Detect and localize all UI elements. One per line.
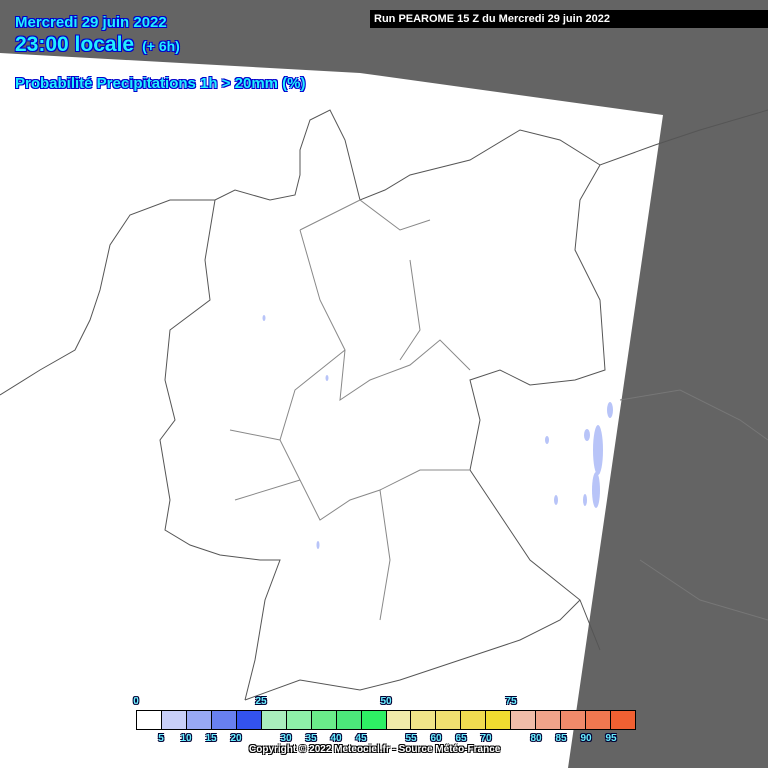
parameter-title: Probabilité Precipitations 1h > 20mm (%)	[15, 75, 306, 92]
forecast-date: Mercredi 29 juin 2022	[15, 14, 167, 31]
legend-swatch	[137, 711, 162, 729]
color-legend	[136, 710, 636, 730]
legend-swatch	[436, 711, 462, 729]
legend-minor-label: 40	[330, 733, 342, 744]
legend-major-label: 50	[380, 696, 392, 707]
legend-swatch	[611, 711, 636, 729]
legend-minor-label: 80	[530, 733, 542, 744]
legend-minor-label: 10	[180, 733, 192, 744]
model-domain	[0, 53, 663, 768]
legend-swatch	[461, 711, 487, 729]
border-outside-east	[619, 389, 768, 621]
legend-swatch	[186, 711, 212, 729]
legend-major-label: 75	[505, 696, 517, 707]
copyright: Copyright © 2022 Meteociel.fr - Source M…	[249, 744, 501, 755]
legend-minor-label: 85	[555, 733, 567, 744]
legend-minor-label: 95	[605, 733, 617, 744]
legend-swatch	[411, 711, 437, 729]
legend-minor-label: 20	[230, 733, 242, 744]
lead-time: (+ 6h)	[142, 38, 180, 54]
border-west	[159, 199, 281, 701]
legend-swatch	[586, 711, 612, 729]
coastline	[0, 109, 768, 396]
run-banner: Run PEAROME 15 Z du Mercredi 29 juin 202…	[370, 10, 768, 28]
legend-swatch	[536, 711, 562, 729]
precip-areas	[262, 315, 613, 549]
border-south	[244, 599, 581, 701]
local-time: 23:00 locale	[15, 33, 135, 56]
legend-minor-label: 90	[580, 733, 592, 744]
legend-swatch	[286, 711, 312, 729]
forecast-time: 23:00 locale (+ 6h)	[15, 33, 180, 57]
legend-major-label: 0	[133, 696, 139, 707]
legend-minor-label: 5	[158, 733, 164, 744]
legend-minor-label: 35	[305, 733, 317, 744]
legend-minor-label: 45	[355, 733, 367, 744]
legend-minor-label: 60	[430, 733, 442, 744]
legend-swatch	[311, 711, 337, 729]
legend-swatch	[561, 711, 587, 729]
legend-major-label: 25	[255, 696, 267, 707]
legend-minor-label: 15	[205, 733, 217, 744]
state-borders	[229, 199, 471, 621]
legend-swatch	[511, 711, 537, 729]
legend-swatch	[211, 711, 237, 729]
legend-swatch	[361, 711, 387, 729]
legend-minor-label: 65	[455, 733, 467, 744]
legend-swatch	[161, 711, 187, 729]
border-east	[469, 164, 606, 651]
legend-swatch	[386, 711, 412, 729]
legend-swatch	[236, 711, 262, 729]
legend-swatch	[486, 711, 512, 729]
legend-minor-label: 70	[480, 733, 492, 744]
borders	[0, 109, 768, 701]
legend-swatch	[336, 711, 362, 729]
legend-minor-label: 30	[280, 733, 292, 744]
legend-swatch	[261, 711, 287, 729]
legend-minor-label: 55	[405, 733, 417, 744]
